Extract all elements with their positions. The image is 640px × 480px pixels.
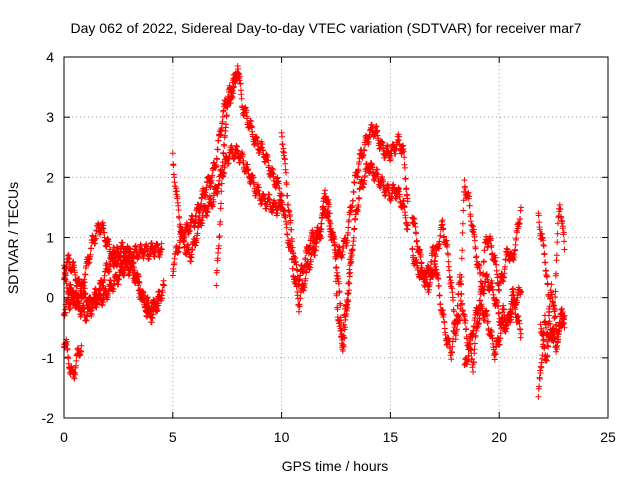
data-series <box>61 63 568 400</box>
series-track-h <box>278 121 411 290</box>
x-tick-label: 20 <box>491 429 507 445</box>
data-point-markers <box>169 142 285 265</box>
x-tick-label: 15 <box>383 429 399 445</box>
series-track-i <box>278 160 411 349</box>
data-point-markers <box>409 177 524 343</box>
y-tick-label: -2 <box>42 410 55 426</box>
series-track-f <box>169 142 285 265</box>
grid-lines <box>64 57 608 418</box>
y-tick-label: 0 <box>46 290 54 306</box>
series-track-k <box>409 177 524 343</box>
data-point-markers <box>169 70 285 279</box>
series-track-o <box>535 201 568 345</box>
y-tick-label: 4 <box>46 49 54 65</box>
chart-title: Day 062 of 2022, Sidereal Day-to-day VTE… <box>71 20 582 36</box>
y-axis-label: SDTVAR / TECUs <box>5 182 21 294</box>
x-tick-label: 25 <box>600 429 616 445</box>
series-track-g <box>213 63 242 289</box>
data-point-markers <box>213 63 242 289</box>
series-track-m <box>461 271 524 368</box>
data-point-markers <box>61 336 85 382</box>
data-point-markers <box>278 160 411 349</box>
y-tick-label: 3 <box>46 109 54 125</box>
y-tick-label: -1 <box>42 350 55 366</box>
series-track-e <box>169 70 285 279</box>
data-point-markers <box>461 271 524 368</box>
series-track-p <box>537 315 568 364</box>
x-tick-label: 5 <box>169 429 177 445</box>
x-axis-label: GPS time / hours <box>282 458 389 474</box>
x-tick-label: 10 <box>274 429 290 445</box>
data-point-markers <box>537 315 568 364</box>
data-point-markers <box>333 258 355 354</box>
series-track-j <box>333 258 355 354</box>
x-tick-label: 0 <box>60 429 68 445</box>
data-point-markers <box>278 121 411 290</box>
data-point-markers <box>535 281 568 400</box>
data-point-markers <box>535 201 568 345</box>
series-track-c <box>61 336 85 382</box>
y-tick-label: 2 <box>46 169 54 185</box>
series-track-n <box>535 281 568 400</box>
y-tick-label: 1 <box>46 230 54 246</box>
plot-frame <box>63 56 609 419</box>
